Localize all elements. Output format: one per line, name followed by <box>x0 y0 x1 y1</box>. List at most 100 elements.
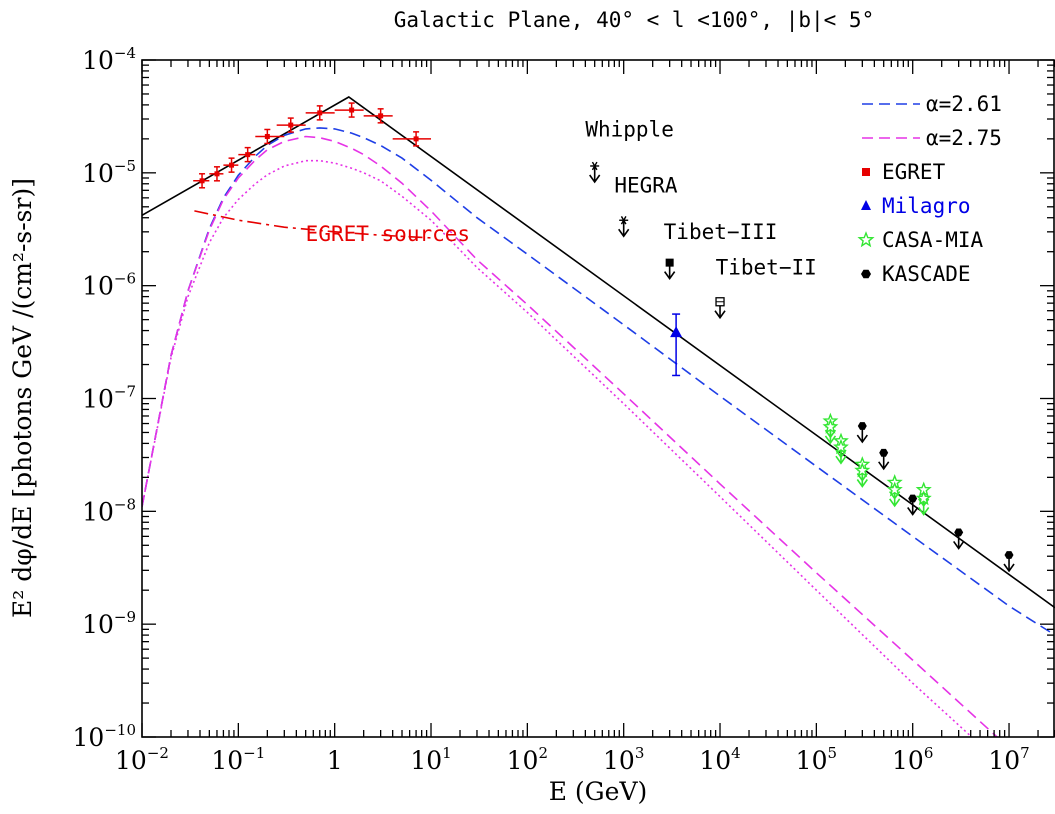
x-tick-base: 10 <box>115 746 147 775</box>
y-tick-exponent: −7 <box>114 383 136 401</box>
legend-kascade-label: KASCADE <box>882 262 971 286</box>
y-tick-label: 10−10 <box>73 721 136 752</box>
y-tick-exponent: −5 <box>114 157 136 175</box>
x-tick-exponent: 1 <box>442 744 452 762</box>
x-tick-base: 10 <box>796 746 828 775</box>
tibet-ii-arrow-head <box>714 310 726 320</box>
legend-milagro-swatch <box>861 200 871 210</box>
kascade-point <box>1003 551 1015 573</box>
kascade-arrow-head <box>856 434 868 444</box>
egret-marker <box>264 133 270 139</box>
x-axis-title: E (GeV) <box>549 777 648 806</box>
whipple-arrow-head <box>589 174 601 184</box>
legend-casa-mia-swatch <box>857 231 875 248</box>
casa-mia-arrow-head <box>918 507 930 516</box>
casa-mia-point <box>915 490 932 516</box>
y-tick-exponent: −8 <box>114 495 136 513</box>
casa-mia-arrow-head <box>835 455 847 465</box>
tibet-ii-point <box>714 297 726 320</box>
casa-mia-arrow-head <box>889 498 901 508</box>
casa-mia-marker <box>886 481 903 497</box>
casa-mia-point <box>832 438 849 465</box>
casa-mia-point <box>886 481 903 508</box>
y-tick-base: 10 <box>82 385 114 414</box>
casa-mia-marker <box>832 438 849 455</box>
legend-2-75: α=2.75 <box>862 126 1002 150</box>
casa-mia-arrow-head <box>824 435 837 445</box>
x-tick-label: 101 <box>410 744 451 775</box>
casa-mia-marker <box>854 462 871 478</box>
whipple-point <box>589 161 601 184</box>
legend-2-61: α=2.61 <box>862 92 1002 116</box>
egret-point <box>209 166 224 182</box>
x-tick-label: 107 <box>988 744 1029 775</box>
x-tick-base: 10 <box>988 746 1020 775</box>
egret-point <box>305 105 335 121</box>
annotation-egret-sources: EGRET sources <box>306 222 470 246</box>
x-tick-exponent: 6 <box>924 744 934 762</box>
x-tick-exponent: 2 <box>538 744 548 762</box>
egret-point <box>276 117 306 133</box>
x-tick-label: 106 <box>892 744 933 775</box>
egret-marker <box>413 136 419 142</box>
kascade-arrow-head <box>907 507 919 516</box>
series-line--2-75 <box>142 135 999 737</box>
x-tick-label: 104 <box>699 744 740 775</box>
casa-mia-point <box>854 462 871 488</box>
milagro-point <box>670 313 683 377</box>
milagro-marker <box>670 326 683 338</box>
egret-point <box>363 108 393 124</box>
egret-point <box>223 157 239 173</box>
egret-point <box>193 173 210 189</box>
x-tick-exponent: 4 <box>731 744 741 762</box>
casa-mia-point <box>822 418 839 445</box>
egret-marker <box>349 107 355 113</box>
x-tick-exponent: −2 <box>147 744 169 762</box>
y-tick-exponent: −6 <box>114 270 136 288</box>
tibet-iii-arrow-head <box>663 271 676 281</box>
legend-egret-label: EGRET <box>882 160 946 184</box>
x-tick-base: 10 <box>699 746 731 775</box>
y-axis-label: E² dφ/dE [photons GeV /(cm²-s-sr)] <box>8 178 37 618</box>
egret-marker <box>229 162 235 168</box>
series-line-egret-sources <box>194 210 432 239</box>
axes: 10−2 10−1 1 101 102 103 104 105 106 10710−1010−91… <box>73 44 1055 775</box>
x-tick-base: 10 <box>507 746 539 775</box>
kascade-marker <box>908 494 918 503</box>
kascade-arrow-head <box>1003 563 1015 573</box>
egret-marker <box>317 110 323 116</box>
egret-point <box>392 131 432 147</box>
y-tick-base: 10 <box>82 46 114 75</box>
x-tick-base: 10 <box>892 746 924 775</box>
kascade-point <box>953 528 965 550</box>
annotation-hegra: HEGRA <box>614 173 678 197</box>
kascade-marker <box>954 528 964 537</box>
chart-title: Galactic Plane, 40° < l <100°, |b|< 5° <box>394 8 874 33</box>
annotation-tibet-ii: Tibet−II <box>716 256 817 280</box>
kascade-point <box>878 448 890 471</box>
series-line-solid-0 <box>142 96 1055 609</box>
kascade-marker <box>879 448 889 457</box>
series-line--2-61 <box>142 127 1055 636</box>
y-tick-label: 10−8 <box>82 495 136 526</box>
casa-mia-arrow-head <box>856 479 868 488</box>
x-tick-base: 10 <box>211 746 243 775</box>
egret-marker <box>199 178 205 184</box>
x-tick-base: 10 <box>603 746 635 775</box>
egret-point <box>334 102 364 118</box>
legend-kascade: KASCADE <box>861 262 971 286</box>
y-tick-base: 10 <box>82 610 114 639</box>
casa-mia-marker <box>822 418 839 434</box>
kascade-arrow-head <box>953 540 965 550</box>
egret-marker <box>214 171 220 177</box>
x-tick-base: 1 <box>327 746 343 775</box>
hegra-marker <box>620 216 627 225</box>
legend-2-75-label: α=2.75 <box>926 126 1002 150</box>
x-tick-label: 103 <box>603 744 644 775</box>
x-tick-exponent: −1 <box>243 744 265 762</box>
x-tick-label: 102 <box>507 744 548 775</box>
legend-2-61-label: α=2.61 <box>926 92 1002 116</box>
y-tick-label: 10−6 <box>82 270 136 301</box>
x-tick-label: 105 <box>796 744 837 775</box>
